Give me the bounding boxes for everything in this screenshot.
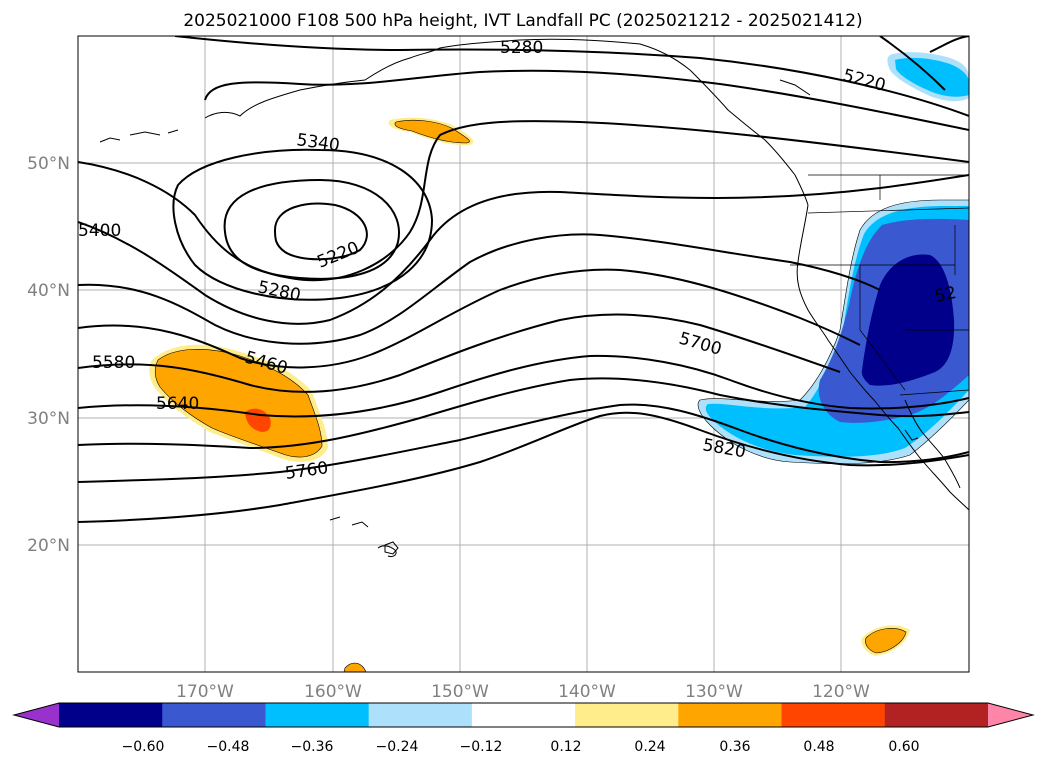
colorbar-tick: 0.36 [719,739,750,755]
colorbar-segment [884,703,989,727]
lon-label: 120°W [812,682,870,702]
colorbar-tick: −0.36 [291,739,334,755]
colorbar-tick: 0.48 [803,739,834,755]
map-area: 5280 5220 5340 5400 5220 5280 5460 5580 … [78,36,969,672]
colorbar-segment [678,703,783,727]
map-frame [77,35,970,673]
colorbar-tick: −0.60 [122,739,165,755]
contour-label: 5640 [156,394,199,414]
ivt-negative-westcoast [697,199,969,465]
colorbar: −0.60 −0.48 −0.36 −0.24 −0.12 0.12 0.24 … [12,702,1035,755]
colorbar-tick: 0.60 [888,739,919,755]
contour-label: 5400 [78,221,121,241]
colorbar-segment [162,703,266,727]
lat-label: 50°N [27,154,70,174]
lat-label: 20°N [27,536,70,556]
colorbar-extend-high [988,703,1033,727]
colorbar-segment [575,703,679,727]
lat-label: 40°N [27,281,70,301]
colorbar-segments [59,703,989,727]
colorbar-ticks: −0.60 −0.48 −0.36 −0.24 −0.12 0.12 0.24 … [122,739,920,755]
lon-label: 160°W [304,682,362,702]
lon-label: 170°W [176,682,234,702]
lon-label: 130°W [685,682,743,702]
colorbar-extend-low [14,703,59,727]
colorbar-segment [781,703,886,727]
colorbar-segment [265,703,370,727]
lon-label: 150°W [431,682,489,702]
coastlines [99,38,969,557]
height-contours [78,36,969,523]
lat-label: 30°N [27,409,70,429]
colorbar-tick: 0.24 [634,739,665,755]
colorbar-segment [59,703,163,727]
contour-label: 52 [933,283,958,307]
colorbar-tick: −0.24 [376,739,419,755]
lon-label: 140°W [558,682,616,702]
colorbar-tick: −0.12 [460,739,503,755]
contour-label: 5580 [92,353,135,373]
colorbar-tick: 0.12 [550,739,581,755]
map-title: 2025021000 F108 500 hPa height, IVT Land… [183,11,862,31]
longitude-labels: 170°W 160°W 150°W 140°W 130°W 120°W [176,682,870,702]
contour-label: 5280 [500,38,543,58]
colorbar-segment [471,703,576,727]
latitude-labels: 50°N 40°N 30°N 20°N [27,154,70,556]
colorbar-tick: −0.48 [207,739,250,755]
colorbar-segment [368,703,473,727]
